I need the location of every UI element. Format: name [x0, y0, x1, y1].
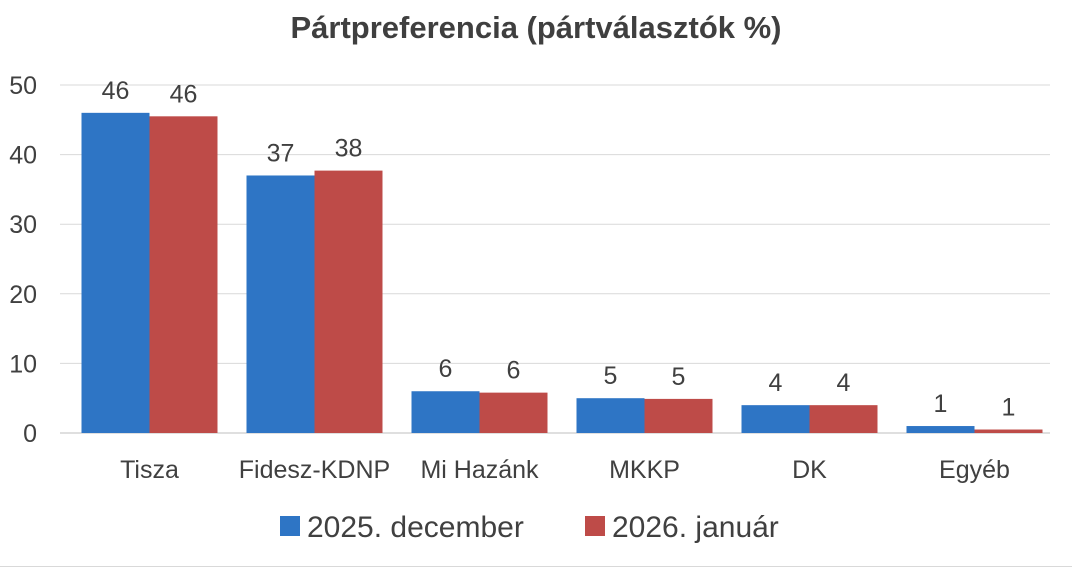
data-label: 38: [335, 135, 363, 163]
gridlines: [60, 84, 1050, 434]
bar: [741, 405, 810, 433]
data-label: 6: [507, 357, 521, 385]
x-axis: Tisza Fidesz-KDNP Mi Hazánk MKKP DK Egyéb: [120, 456, 1010, 484]
x-tick-label: Tisza: [120, 456, 179, 484]
bar: [411, 391, 480, 433]
y-tick-label: 0: [23, 420, 37, 448]
legend-swatch: [585, 516, 605, 536]
y-tick-label: 50: [9, 72, 37, 100]
bar: [974, 429, 1043, 433]
y-tick-label: 30: [9, 211, 37, 239]
bar: [314, 170, 383, 433]
data-label: 1: [1002, 394, 1016, 422]
y-tick-label: 40: [9, 142, 37, 170]
data-label: 4: [837, 369, 851, 397]
data-label: 6: [439, 355, 453, 383]
bars: [81, 112, 1043, 434]
data-label: 46: [170, 80, 198, 108]
x-tick-label: DK: [792, 456, 827, 484]
legend-label: 2025. december: [307, 511, 524, 544]
x-tick-label: Fidesz-KDNP: [239, 456, 390, 484]
data-label: 5: [672, 363, 686, 391]
legend-swatch: [280, 516, 300, 536]
legend: 2025. december 2026. január: [280, 511, 779, 544]
bar: [479, 392, 548, 433]
y-axis: 0 10 20 30 40 50: [9, 72, 37, 448]
data-labels: 46 46 37 38 6 6 5 5 4 4 1 1: [102, 77, 1016, 422]
y-tick-label: 20: [9, 281, 37, 309]
data-label: 46: [102, 77, 130, 105]
x-tick-label: MKKP: [609, 456, 680, 484]
legend-label: 2026. január: [612, 511, 779, 544]
bar: [906, 426, 975, 433]
y-tick-label: 10: [9, 350, 37, 378]
data-label: 37: [267, 139, 295, 167]
bar: [576, 398, 645, 433]
bar: [246, 175, 315, 434]
data-label: 1: [934, 390, 948, 418]
bar: [81, 112, 150, 433]
chart-title: Pártpreferencia (pártválasztók %): [290, 10, 782, 45]
bar: [644, 398, 713, 433]
data-label: 4: [769, 369, 783, 397]
x-tick-label: Egyéb: [939, 456, 1010, 484]
data-label: 5: [604, 362, 618, 390]
bar: [149, 116, 218, 433]
bottom-divider: [0, 566, 1072, 567]
bar: [809, 405, 878, 433]
x-tick-label: Mi Hazánk: [420, 456, 539, 484]
